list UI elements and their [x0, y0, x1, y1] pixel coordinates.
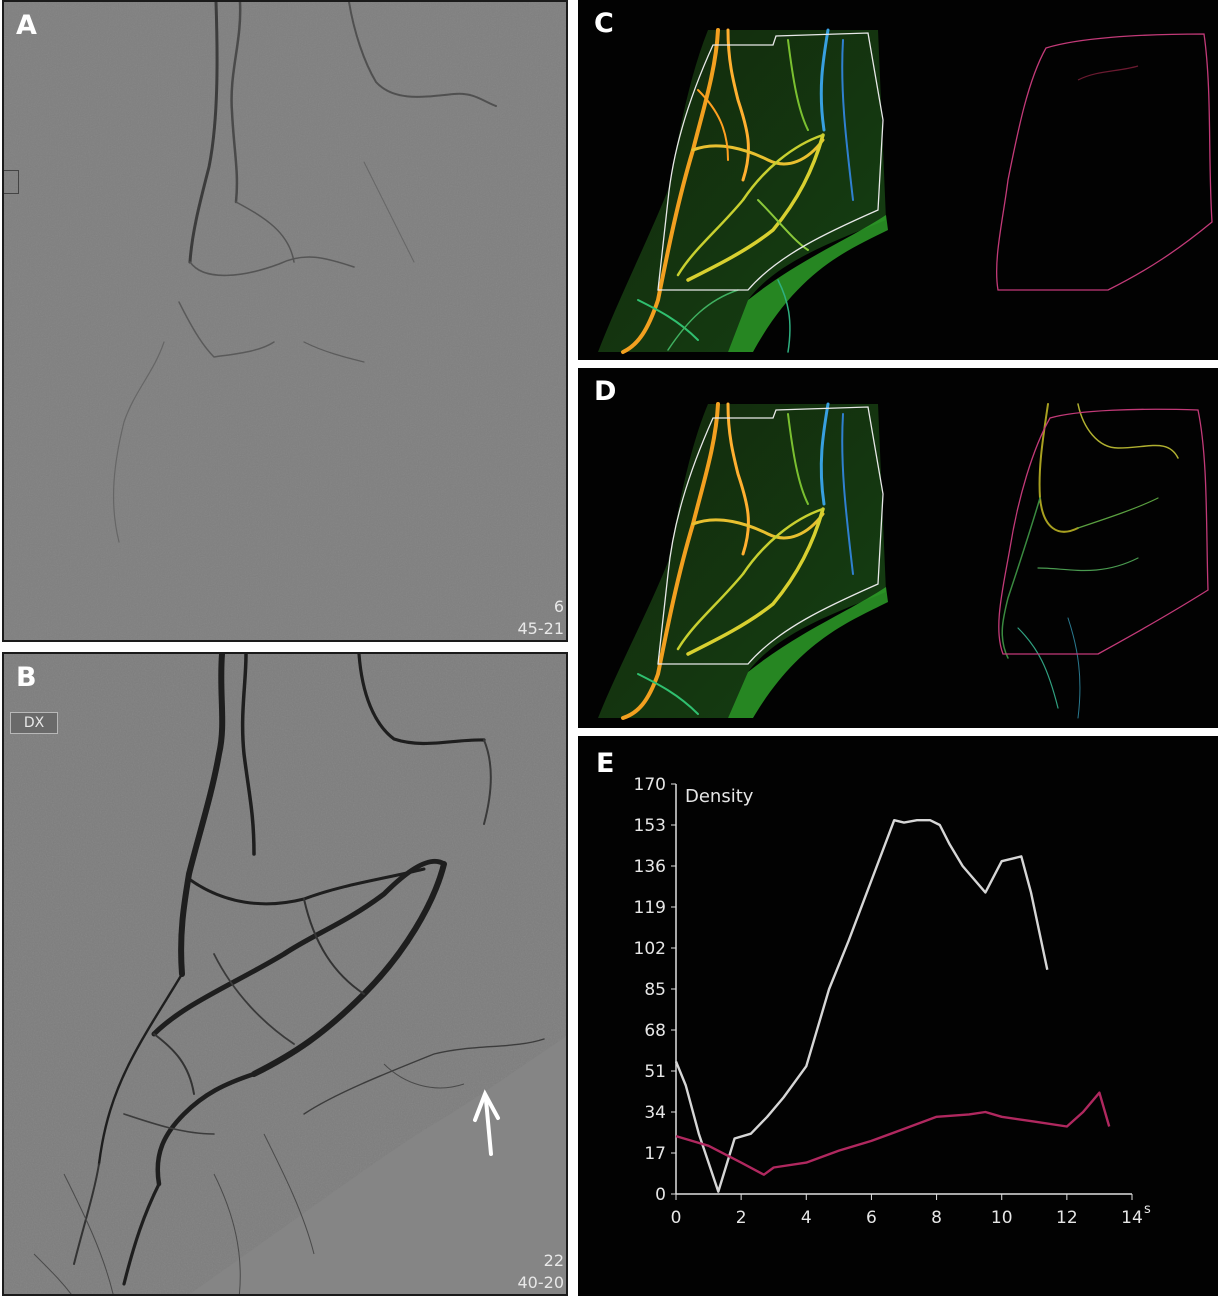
roi-outline-magenta-d [998, 408, 1209, 655]
panel-a-corner-line-1: 6 [553, 597, 564, 616]
y-tick-label: 51 [644, 1062, 666, 1082]
panel-c: C [578, 0, 1218, 360]
panel-a: A 6 45-21 [2, 0, 568, 642]
arrow-marker [473, 1089, 500, 1156]
y-tick-label: 170 [634, 775, 666, 795]
panel-b-corner-line-2: 40-20 [517, 1273, 565, 1292]
y-tick-label: 17 [644, 1144, 666, 1164]
series-line-1 [674, 818, 1049, 1193]
roi-outline-white-d [657, 406, 884, 665]
angiogram-b [4, 654, 566, 1294]
panel-a-corner-line-2: 45-21 [517, 619, 565, 638]
x-tick-label: 0 [671, 1208, 682, 1228]
y-tick-label: 153 [634, 816, 666, 836]
side-marker [4, 170, 19, 194]
panel-e: 0 17 34 51 68 85 102 119 136 153 170 0 2 4 6 8 10 12 14 s E… [578, 736, 1218, 1296]
angiogram-a [4, 2, 566, 640]
roi-outline-white [657, 32, 884, 291]
panel-a-label: A [16, 10, 37, 41]
series-line-2 [675, 1091, 1111, 1176]
x-tick-label: 10 [991, 1208, 1013, 1228]
y-tick-label: 0 [655, 1185, 666, 1205]
y-tick-label: 68 [644, 1021, 666, 1041]
panel-e-label: E [596, 748, 615, 779]
panel-b-label: B [16, 662, 37, 693]
panel-b: B DX 22 40-20 [2, 652, 568, 1296]
panel-c-label: C [594, 8, 614, 39]
x-tick-label: 6 [866, 1208, 877, 1228]
x-tick-label: 8 [931, 1208, 942, 1228]
dx-badge: DX [10, 712, 58, 734]
x-unit-label: s [1144, 1202, 1151, 1217]
roi-outline-magenta [995, 33, 1213, 291]
y-tick-label: 136 [634, 857, 666, 877]
panel-d-label: D [594, 376, 617, 407]
x-tick-label: 4 [801, 1208, 812, 1228]
x-tick-label: 2 [736, 1208, 747, 1228]
panel-b-corner-line-1: 22 [543, 1251, 564, 1270]
x-tick-label: 14 [1121, 1208, 1143, 1228]
perfusion-map-c [598, 28, 1213, 354]
y-tick-label: 102 [634, 939, 666, 959]
perfusion-map-d [598, 402, 1209, 720]
y-tick-label: 119 [634, 898, 666, 918]
y-tick-label: 85 [644, 980, 666, 1000]
panel-d: D [578, 368, 1218, 728]
y-tick-label: 34 [644, 1103, 666, 1123]
chart-title: Density [685, 786, 754, 807]
x-tick-label: 12 [1056, 1208, 1078, 1228]
